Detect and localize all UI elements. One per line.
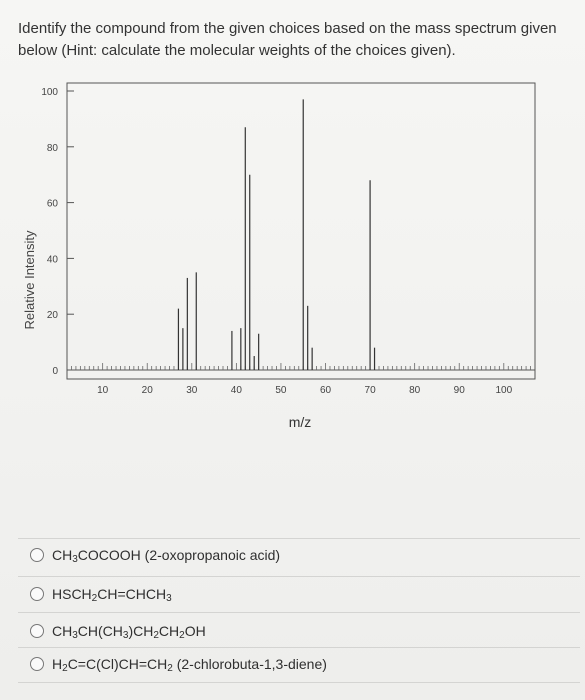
x-tick-label: 50: [275, 385, 287, 396]
option-2[interactable]: HSCH2CH=CHCH3: [30, 586, 172, 604]
y-ticks: 0 20 40 60 80 100: [41, 87, 535, 377]
divider: [18, 612, 580, 613]
option-1[interactable]: CH3COCOOH (2-oxopropanoic acid): [30, 547, 281, 565]
radio-button[interactable]: [30, 548, 44, 562]
option-4[interactable]: H2C=C(Cl)CH=CH2 (2-chlorobuta-1,3-diene): [30, 656, 327, 674]
question-text: Identify the compound from the given cho…: [18, 20, 557, 59]
mass-spectrum-chart: Relative Intensity m/z 0 20 40 60 80 100 10 20…: [0, 70, 585, 440]
divider: [18, 682, 580, 683]
divider: [18, 647, 580, 648]
radio-button[interactable]: [30, 657, 44, 671]
x-tick-label: 60: [320, 385, 332, 396]
option-2-label: HSCH2CH=CHCH3: [52, 586, 172, 604]
peaks: [177, 99, 376, 370]
plot-frame: [66, 82, 536, 380]
x-tick-label: 70: [365, 385, 377, 396]
mass-spectrum-svg: Relative Intensity m/z 0 20 40 60 80 100 10 20…: [22, 82, 536, 430]
x-axis-label: m/z: [289, 414, 312, 430]
option-1-label: CH3COCOOH (2-oxopropanoic acid): [52, 547, 281, 565]
x-tick-label: 100: [495, 385, 512, 396]
radio-button[interactable]: [30, 587, 44, 601]
x-tick-label: 90: [454, 385, 466, 396]
x-tick-label: 80: [409, 385, 421, 396]
x-tick-label: 40: [231, 385, 243, 396]
y-axis-label: Relative Intensity: [22, 230, 37, 329]
option-3-label: CH3CH(CH3)CH2CH2OH: [52, 623, 206, 641]
option-3[interactable]: CH3CH(CH3)CH2CH2OH: [30, 623, 206, 641]
y-tick-label: 0: [52, 366, 58, 377]
option-4-label: H2C=C(Cl)CH=CH2 (2-chlorobuta-1,3-diene): [52, 656, 327, 674]
y-tick-label: 60: [47, 199, 59, 210]
x-tick-label: 30: [186, 385, 198, 396]
divider: [18, 538, 580, 539]
y-tick-label: 80: [47, 143, 59, 154]
x-tick-label: 10: [97, 385, 109, 396]
divider: [18, 576, 580, 577]
y-tick-label: 40: [47, 254, 59, 265]
y-tick-label: 100: [41, 87, 58, 98]
radio-button[interactable]: [30, 624, 44, 638]
y-tick-label: 20: [47, 310, 59, 321]
x-tick-label: 20: [142, 385, 154, 396]
